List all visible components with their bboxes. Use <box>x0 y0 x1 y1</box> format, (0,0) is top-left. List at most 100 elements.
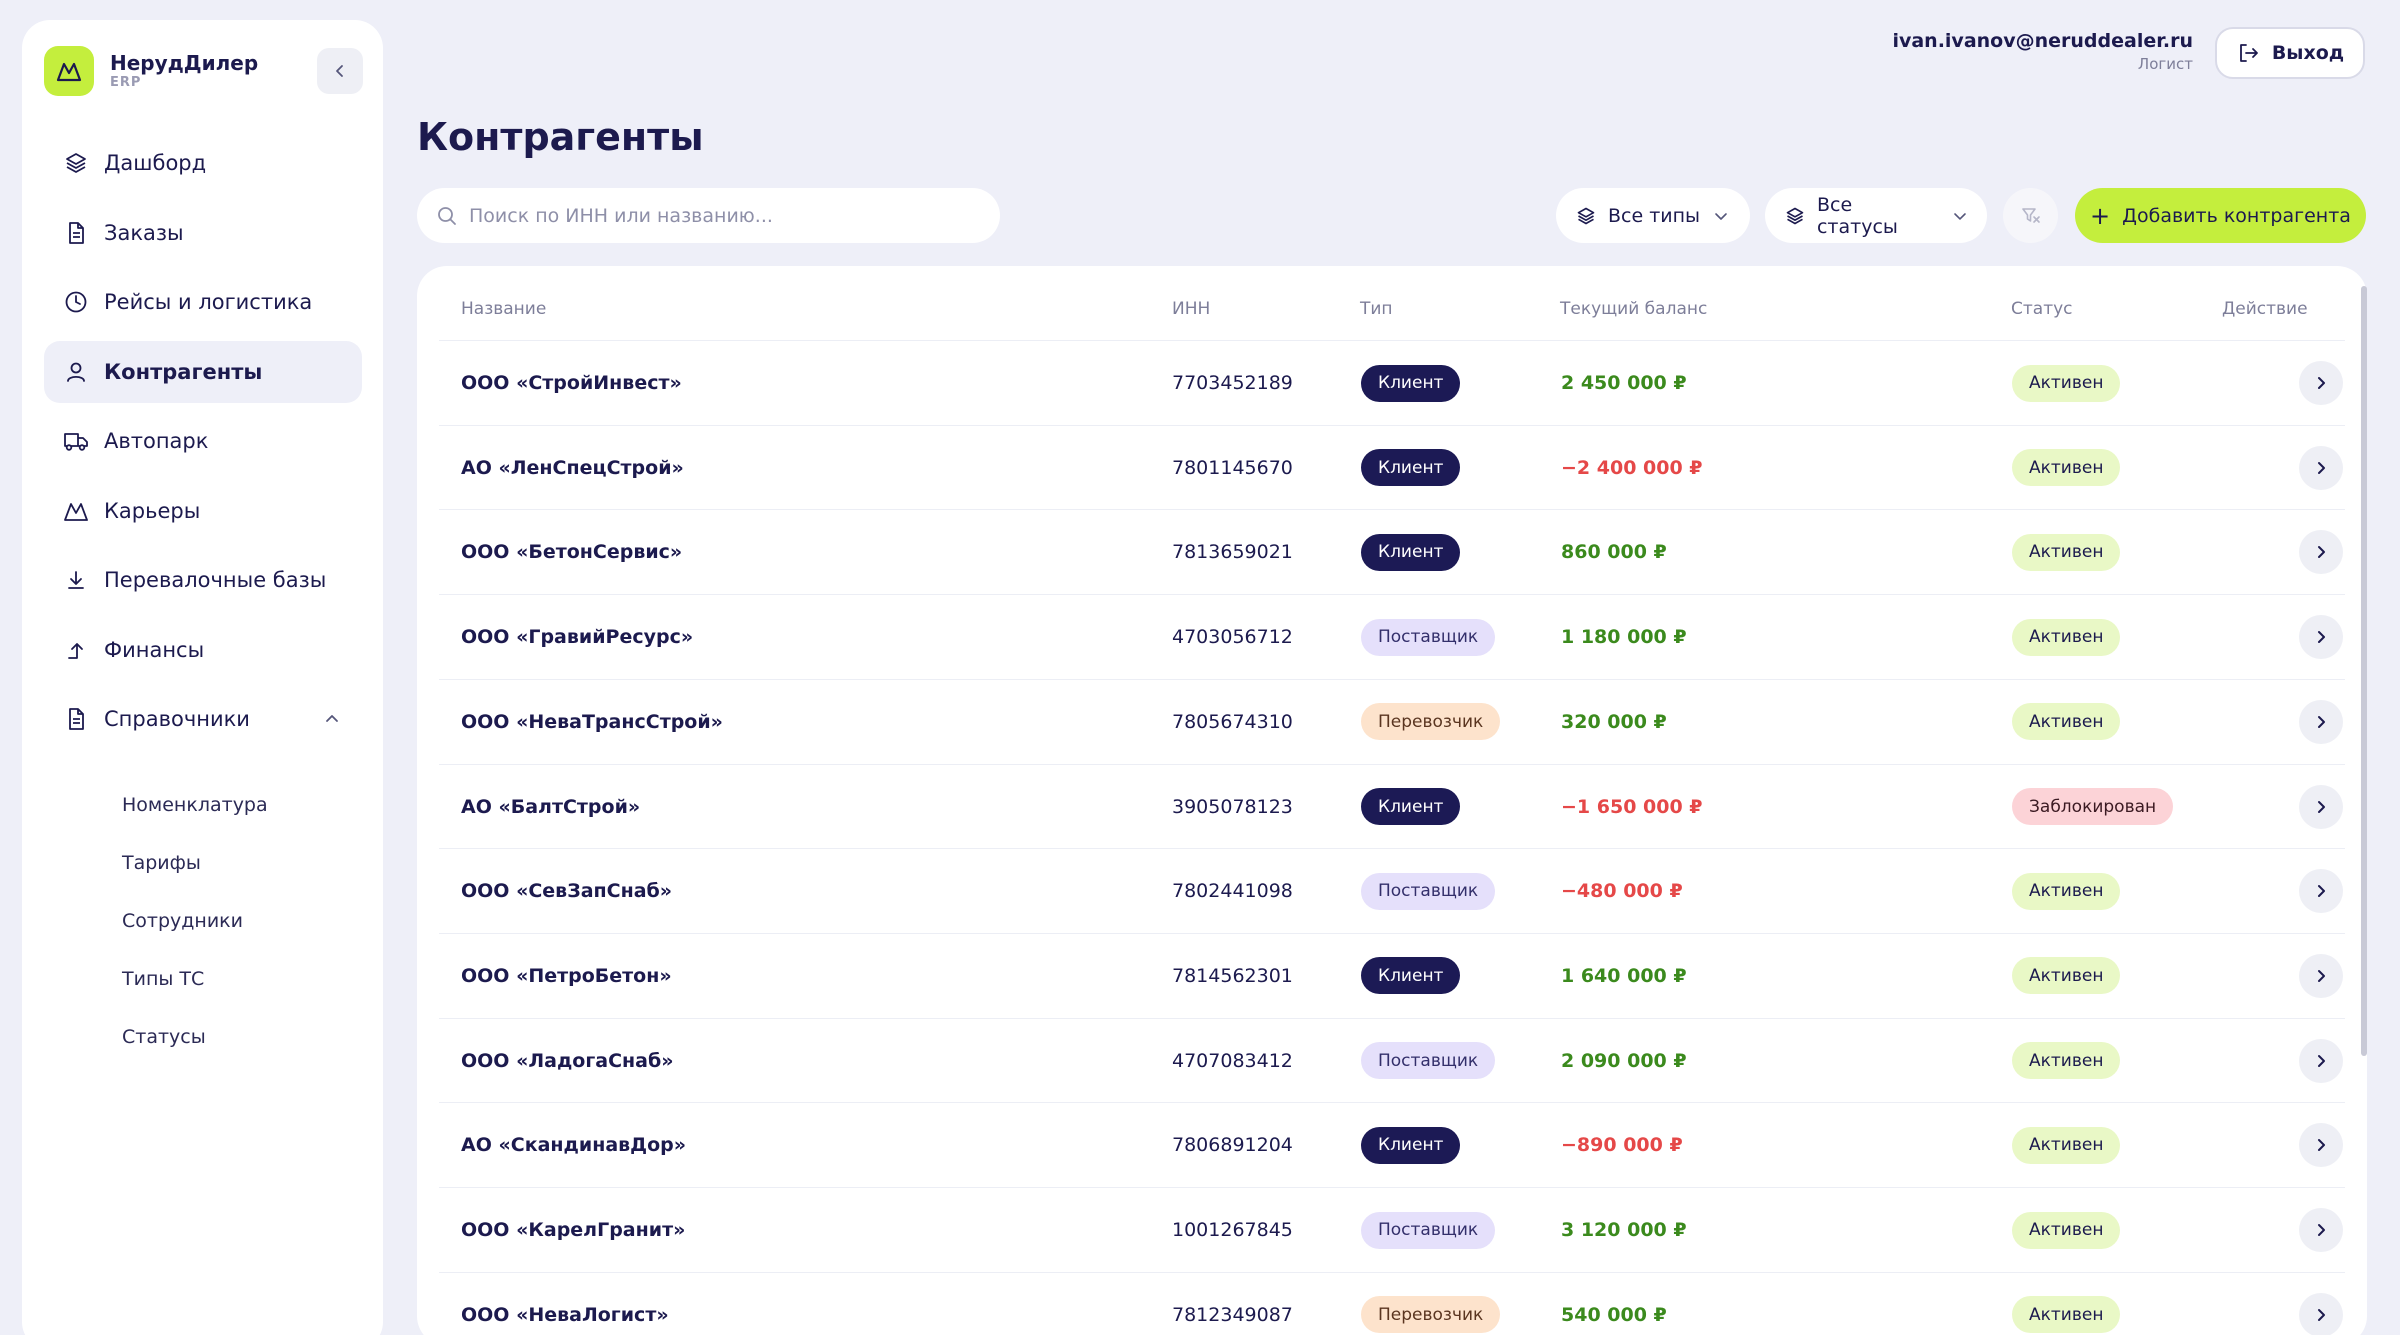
subnav-item-employees[interactable]: Сотрудники <box>122 910 243 932</box>
subnav-item-statuses[interactable]: Статусы <box>122 1026 206 1048</box>
counterparty-inn: 7805674310 <box>1172 710 1293 733</box>
chevron-right-icon <box>2313 629 2329 645</box>
counterparty-name[interactable]: ООО «НеваТрансСтрой» <box>461 710 723 733</box>
sidebar-item-label: Справочники <box>104 707 250 731</box>
counterparty-name[interactable]: ООО «БетонСервис» <box>461 541 683 564</box>
status-cell: Активен <box>2012 1103 2121 1187</box>
table-row[interactable]: ООО «СтройИнвест» 7703452189 Клиент 2 450 0… <box>439 340 2345 425</box>
counterparty-name[interactable]: ООО «СевЗапСнаб» <box>461 880 673 903</box>
open-counterparty-button[interactable] <box>2299 699 2343 744</box>
collapse-sidebar-button[interactable] <box>317 48 363 94</box>
subnav-item-vehicle-types[interactable]: Типы ТС <box>122 968 205 990</box>
open-counterparty-button[interactable] <box>2299 361 2343 405</box>
counterparty-inn: 7814562301 <box>1172 964 1293 987</box>
open-counterparty-button[interactable] <box>2299 530 2343 575</box>
open-counterparty-button[interactable] <box>2299 1038 2343 1083</box>
open-counterparty-button[interactable] <box>2299 445 2343 490</box>
counterparty-name[interactable]: ООО «ЛадогаСнаб» <box>461 1049 674 1072</box>
plus-icon: + <box>2090 201 2111 230</box>
table-row[interactable]: ООО «БетонСервис» 7813659021 Клиент 860 000… <box>439 509 2345 594</box>
open-counterparty-button[interactable] <box>2299 953 2343 998</box>
add-counterparty-label: Добавить контрагента <box>2122 204 2351 227</box>
sidebar-item-fleet[interactable]: Автопарк <box>44 410 362 472</box>
sidebar-item-quarries[interactable]: Карьеры <box>44 480 362 542</box>
table-row[interactable]: ООО «ГравийРесурс» 4703056712 Поставщик 1 1… <box>439 594 2345 679</box>
type-cell: Клиент <box>1361 934 1461 1018</box>
subnav-item-tariffs[interactable]: Тарифы <box>122 852 201 874</box>
sidebar-item-counterparties[interactable]: Контрагенты <box>44 340 362 403</box>
counterparty-name[interactable]: АО «БалтСтрой» <box>461 795 641 818</box>
sidebar-item-finance[interactable]: Финансы <box>44 619 362 681</box>
table-row[interactable]: ООО «НеваТрансСтрой» 7805674310 Перевозчик… <box>439 678 2345 764</box>
open-counterparty-button[interactable] <box>2299 869 2343 914</box>
sidebar-item-references[interactable]: Справочники <box>44 688 362 750</box>
sidebar-item-transfer-bases[interactable]: Перевалочные базы <box>44 549 362 611</box>
action-cell <box>2299 1103 2343 1187</box>
type-cell: Клиент <box>1361 341 1461 425</box>
arrow-up-icon <box>62 636 90 664</box>
add-counterparty-button[interactable]: + Добавить контрагента <box>2075 188 2366 243</box>
table-row[interactable]: ООО «ЛадогаСнаб» 4707083412 Поставщик 2 090… <box>439 1017 2345 1103</box>
status-badge: Активен <box>2012 957 2121 995</box>
table-row[interactable]: ООО «СевЗапСнаб» 7802441098 Поставщик −480 … <box>439 848 2345 933</box>
sidebar-item-label: Перевалочные базы <box>104 568 327 592</box>
logout-icon <box>2239 44 2258 62</box>
type-cell: Клиент <box>1361 765 1461 849</box>
open-counterparty-button[interactable] <box>2299 784 2343 829</box>
brand-subtitle: ERP <box>110 75 142 90</box>
column-header-inn: ИНН <box>1172 299 1211 319</box>
user-email: ivan.ivanov@neruddealer.ru <box>1892 30 2193 52</box>
action-cell <box>2299 595 2343 679</box>
type-badge: Поставщик <box>1361 1042 1496 1080</box>
type-badge: Клиент <box>1361 533 1461 571</box>
type-cell: Перевозчик <box>1361 680 1501 764</box>
type-filter-dropdown[interactable]: Все типы <box>1556 188 1750 243</box>
sidebar-item-dashboard[interactable]: Дашборд <box>44 132 362 194</box>
user-info: ivan.ivanov@neruddealer.ru Логист <box>1892 28 2193 74</box>
table-row[interactable]: АО «ЛенСпецСтрой» 7801145670 Клиент −2 400 … <box>439 424 2345 510</box>
table-row[interactable]: ООО «НеваЛогист» 7812349087 Перевозчик 540 … <box>439 1271 2345 1335</box>
status-badge: Активен <box>2012 533 2121 571</box>
logout-button[interactable]: Выход <box>2215 27 2365 79</box>
counterparty-name[interactable]: ООО «НеваЛогист» <box>461 1303 669 1326</box>
status-cell: Активен <box>2012 1019 2121 1103</box>
document-icon <box>62 219 90 247</box>
counterparty-name[interactable]: ООО «СтройИнвест» <box>461 372 682 394</box>
counterparty-inn: 1001267845 <box>1172 1219 1293 1241</box>
table-row[interactable]: ООО «КарелГранит» 1001267845 Поставщик 3 12… <box>439 1187 2345 1272</box>
type-badge: Поставщик <box>1361 1211 1496 1249</box>
subnav-item-nomenclature[interactable]: Номенклатура <box>122 794 268 816</box>
sidebar-item-trips[interactable]: Рейсы и логистика <box>44 271 362 333</box>
status-filter-dropdown[interactable]: Все статусы <box>1765 188 1987 243</box>
counterparty-name[interactable]: АО «СкандинавДор» <box>461 1134 687 1157</box>
sidebar-item-orders[interactable]: Заказы <box>44 202 362 264</box>
scrollbar[interactable] <box>2361 286 2367 1056</box>
counterparty-name[interactable]: ООО «ГравийРесурс» <box>461 626 694 649</box>
status-cell: Активен <box>2012 934 2121 1018</box>
filter-off-icon <box>2021 207 2040 223</box>
counterparty-name[interactable]: ООО «ПетроБетон» <box>461 964 672 987</box>
brand[interactable]: НерудДилер ERP <box>44 46 258 96</box>
chevron-down-icon <box>1715 212 1727 220</box>
status-badge: Активен <box>2012 1126 2121 1164</box>
status-badge: Активен <box>2012 449 2121 487</box>
mountain-logo-icon <box>44 46 94 96</box>
balance-value: 320 000 ₽ <box>1561 710 1667 733</box>
open-counterparty-button[interactable] <box>2299 1292 2343 1335</box>
status-cell: Активен <box>2012 341 2121 425</box>
open-counterparty-button[interactable] <box>2299 1123 2343 1168</box>
chevron-right-icon <box>2313 1222 2329 1238</box>
counterparty-name[interactable]: ООО «КарелГранит» <box>461 1219 686 1241</box>
open-counterparty-button[interactable] <box>2299 615 2343 660</box>
status-badge: Активен <box>2012 618 2121 656</box>
open-counterparty-button[interactable] <box>2299 1208 2343 1252</box>
counterparty-name[interactable]: АО «ЛенСпецСтрой» <box>461 456 684 479</box>
type-badge: Перевозчик <box>1361 1296 1501 1334</box>
sidebar: НерудДилер ERP Дашборд Заказы Рейсы и ло… <box>22 20 383 1335</box>
table-row[interactable]: ООО «ПетроБетон» 7814562301 Клиент 1 640 00… <box>439 932 2345 1018</box>
reset-filters-button[interactable] <box>2003 188 2058 243</box>
counterparty-inn: 7801145670 <box>1172 456 1293 479</box>
search-input[interactable] <box>469 204 969 227</box>
table-row[interactable]: АО «СкандинавДор» 7806891204 Клиент −890 00… <box>439 1102 2345 1187</box>
table-row[interactable]: АО «БалтСтрой» 3905078123 Клиент −1 650 000… <box>439 763 2345 849</box>
